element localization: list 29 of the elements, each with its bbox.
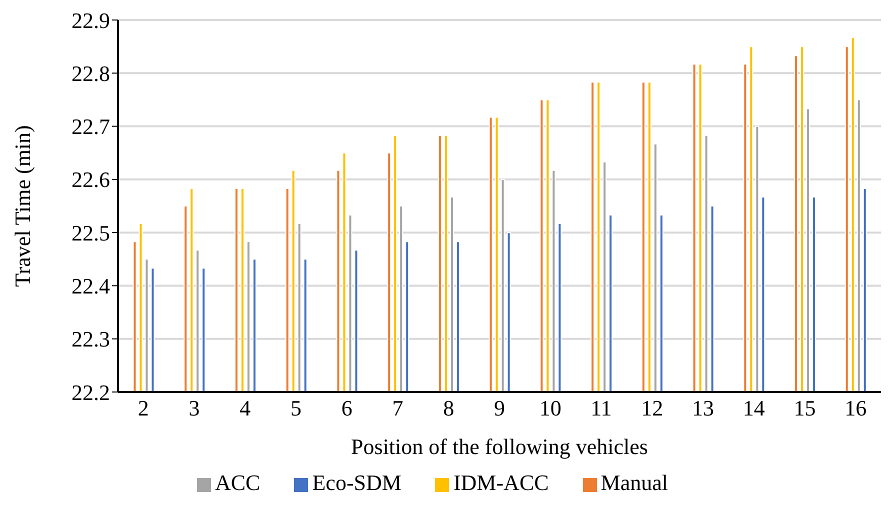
y-tick-label: 22.5 [72,220,110,246]
y-tick-label: 22.2 [72,380,110,405]
x-tick-label: 2 [138,396,149,421]
y-tick-label: 22.7 [72,114,110,140]
legend-label: Manual [600,470,668,495]
x-tick-label: 14 [742,396,765,421]
x-tick-label: 8 [443,396,454,421]
x-tick-label: 10 [539,396,562,421]
x-tick-label: 4 [240,396,251,421]
x-axis-title: Position of the following vehicles [351,434,648,459]
legend-label: ACC [214,470,260,495]
y-tick-label: 22.6 [72,167,110,192]
x-tick-label: 16 [844,396,867,421]
legend-label: IDM-ACC [453,470,549,495]
y-tick-label: 22.4 [72,274,110,299]
x-tick-label: 11 [590,396,612,421]
x-tick-label: 15 [794,396,816,421]
x-tick-label: 3 [188,396,200,421]
x-tick-label: 7 [392,396,404,421]
y-axis-title: Travel Time (min) [10,125,35,287]
legend-label: Eco-SDM [312,470,402,495]
x-tick-label: 12 [641,396,664,421]
x-tick-label: 6 [341,396,352,421]
x-tick-label: 5 [290,396,302,421]
x-tick-label: 13 [692,396,714,421]
y-tick-label: 22.9 [72,8,110,33]
y-tick-label: 22.3 [72,326,110,352]
x-tick-label: 9 [494,396,505,421]
y-tick-label: 22.8 [72,60,110,86]
